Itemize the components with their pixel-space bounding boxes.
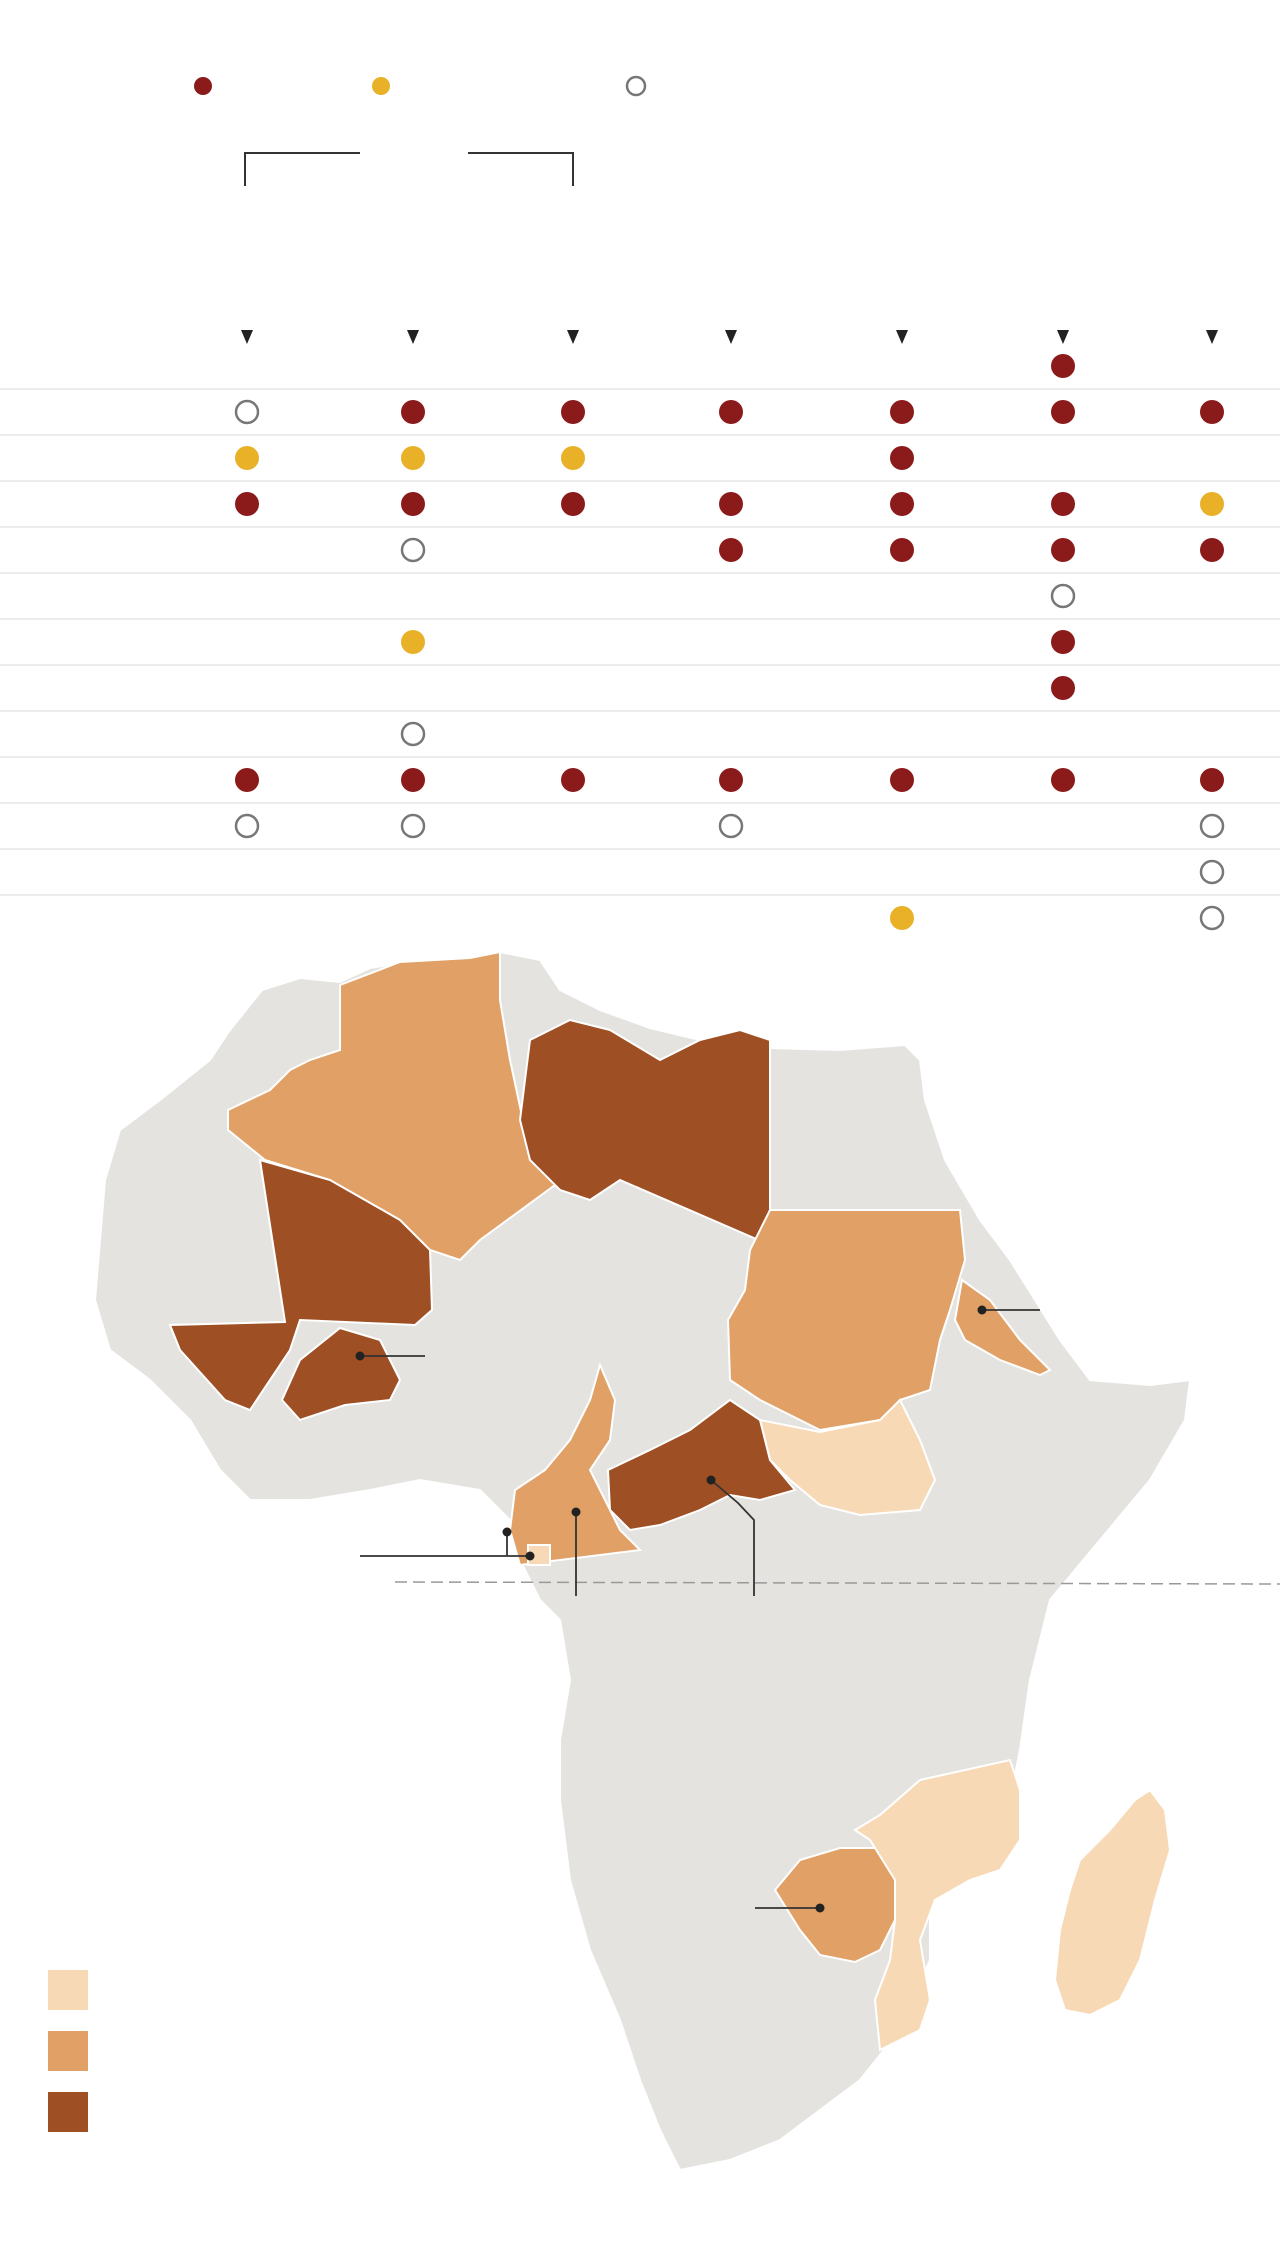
matrix-dot-red: [1200, 400, 1224, 424]
matrix-dot-red: [1051, 538, 1075, 562]
madagascar: [1053, 1788, 1172, 2017]
matrix-dot-red: [1051, 768, 1075, 792]
matrix-dot-yellow: [401, 446, 425, 470]
matrix-dot-red: [719, 400, 743, 424]
dot-matrix: [0, 330, 1280, 931]
matrix-dot-red: [401, 400, 425, 424]
callouts: [360, 1309, 1040, 1909]
legend-marker-yellow: [372, 77, 390, 95]
column-arrow-3: [567, 330, 579, 344]
column-arrow-2: [407, 330, 419, 344]
matrix-dot-red: [890, 768, 914, 792]
matrix-dot-open: [234, 813, 260, 839]
matrix-dot-red: [561, 400, 585, 424]
matrix-dot-red: [1200, 768, 1224, 792]
column-arrow-1: [241, 330, 253, 344]
callout-central-african-republic: [710, 1479, 755, 1596]
matrix-dot-yellow: [1200, 492, 1224, 516]
matrix-dot-open: [1199, 905, 1225, 931]
choropleth-legend: [48, 1970, 88, 2153]
matrix-dot-red: [890, 400, 914, 424]
matrix-dot-red: [719, 768, 743, 792]
callout-dot-burkina-faso: [355, 1351, 365, 1361]
legend-bracket-right: [468, 152, 574, 186]
matrix-dot-red: [1051, 676, 1075, 700]
matrix-dot-red: [401, 768, 425, 792]
matrix-dot-red: [1051, 492, 1075, 516]
column-arrow-5: [896, 330, 908, 344]
matrix-dot-red: [1051, 630, 1075, 654]
matrix-dot-open: [1199, 859, 1225, 885]
matrix-dot-red: [561, 768, 585, 792]
matrix-dot-red: [719, 492, 743, 516]
column-arrow-4: [725, 330, 737, 344]
callout-dot-zimbabwe: [815, 1903, 825, 1913]
mali: [168, 1158, 434, 1412]
top-legend: [194, 75, 647, 186]
matrix-dot-red: [1051, 354, 1075, 378]
matrix-dot-open: [718, 813, 744, 839]
matrix-dot-open: [400, 813, 426, 839]
eritrea: [953, 1278, 1052, 1377]
callout-dot-equatorial-guinea: [525, 1551, 535, 1561]
burkina-faso: [280, 1326, 402, 1422]
central-african-republic: [606, 1398, 797, 1532]
matrix-dot-red: [890, 538, 914, 562]
legend-marker-red: [194, 77, 212, 95]
matrix-dot-red: [719, 538, 743, 562]
mozambique: [853, 1758, 1021, 2052]
matrix-dot-yellow: [561, 446, 585, 470]
legend-swatch-dark: [48, 2092, 88, 2132]
legend-bracket-left: [244, 152, 360, 186]
legend-swatch-mid: [48, 2031, 88, 2071]
equator-line: [394, 1581, 1280, 1585]
matrix-dot-red: [890, 492, 914, 516]
matrix-dot-red: [401, 492, 425, 516]
matrix-dot-yellow: [890, 906, 914, 930]
callout-dot-cameroon: [571, 1507, 581, 1517]
matrix-dot-open: [1050, 583, 1076, 609]
matrix-dot-red: [561, 492, 585, 516]
matrix-dot-red: [235, 768, 259, 792]
callout-dot-guinea-west: [502, 1527, 512, 1537]
matrix-dot-open: [400, 537, 426, 563]
callout-dots: [355, 1305, 987, 1913]
callout-dot-central-african-republic: [706, 1475, 716, 1485]
legend-swatch-light: [48, 1970, 88, 2010]
column-arrow-7: [1206, 330, 1218, 344]
matrix-dot-red: [235, 492, 259, 516]
matrix-dot-open: [400, 721, 426, 747]
matrix-dot-open: [1199, 813, 1225, 839]
column-arrow-6: [1057, 330, 1069, 344]
matrix-dot-yellow: [401, 630, 425, 654]
africa-map: [93, 950, 1280, 2172]
matrix-dot-red: [1051, 400, 1075, 424]
callout-dot-eritrea: [977, 1305, 987, 1315]
legend-marker-open: [625, 75, 647, 97]
matrix-dot-open: [234, 399, 260, 425]
matrix-dot-red: [1200, 538, 1224, 562]
matrix-dot-red: [890, 446, 914, 470]
south-sudan: [758, 1398, 937, 1517]
matrix-dot-yellow: [235, 446, 259, 470]
highlighted-countries: [168, 950, 1052, 2052]
